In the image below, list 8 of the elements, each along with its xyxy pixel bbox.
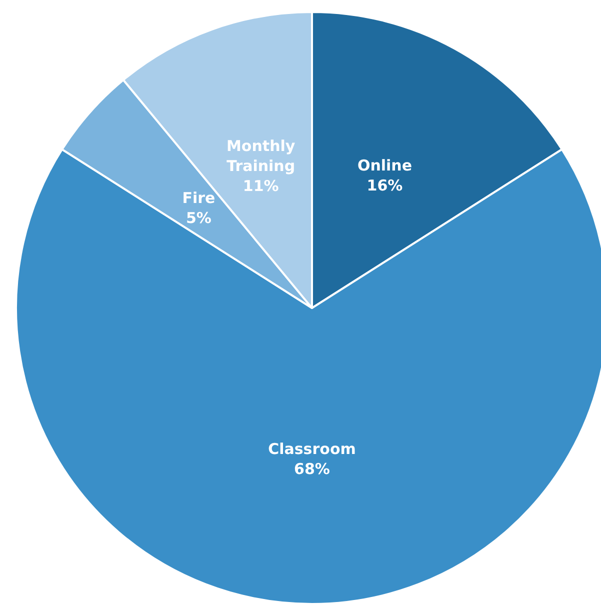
slice-label: Online — [357, 156, 412, 175]
slice-label: Monthly Training — [226, 136, 296, 175]
data-label: 16% — [366, 176, 403, 195]
data-label: 11% — [242, 176, 279, 195]
slice-label: Classroom — [268, 440, 356, 458]
data-label: 5% — [186, 209, 212, 228]
data-label: 68% — [294, 460, 330, 478]
slice-label: Fire — [182, 189, 216, 208]
